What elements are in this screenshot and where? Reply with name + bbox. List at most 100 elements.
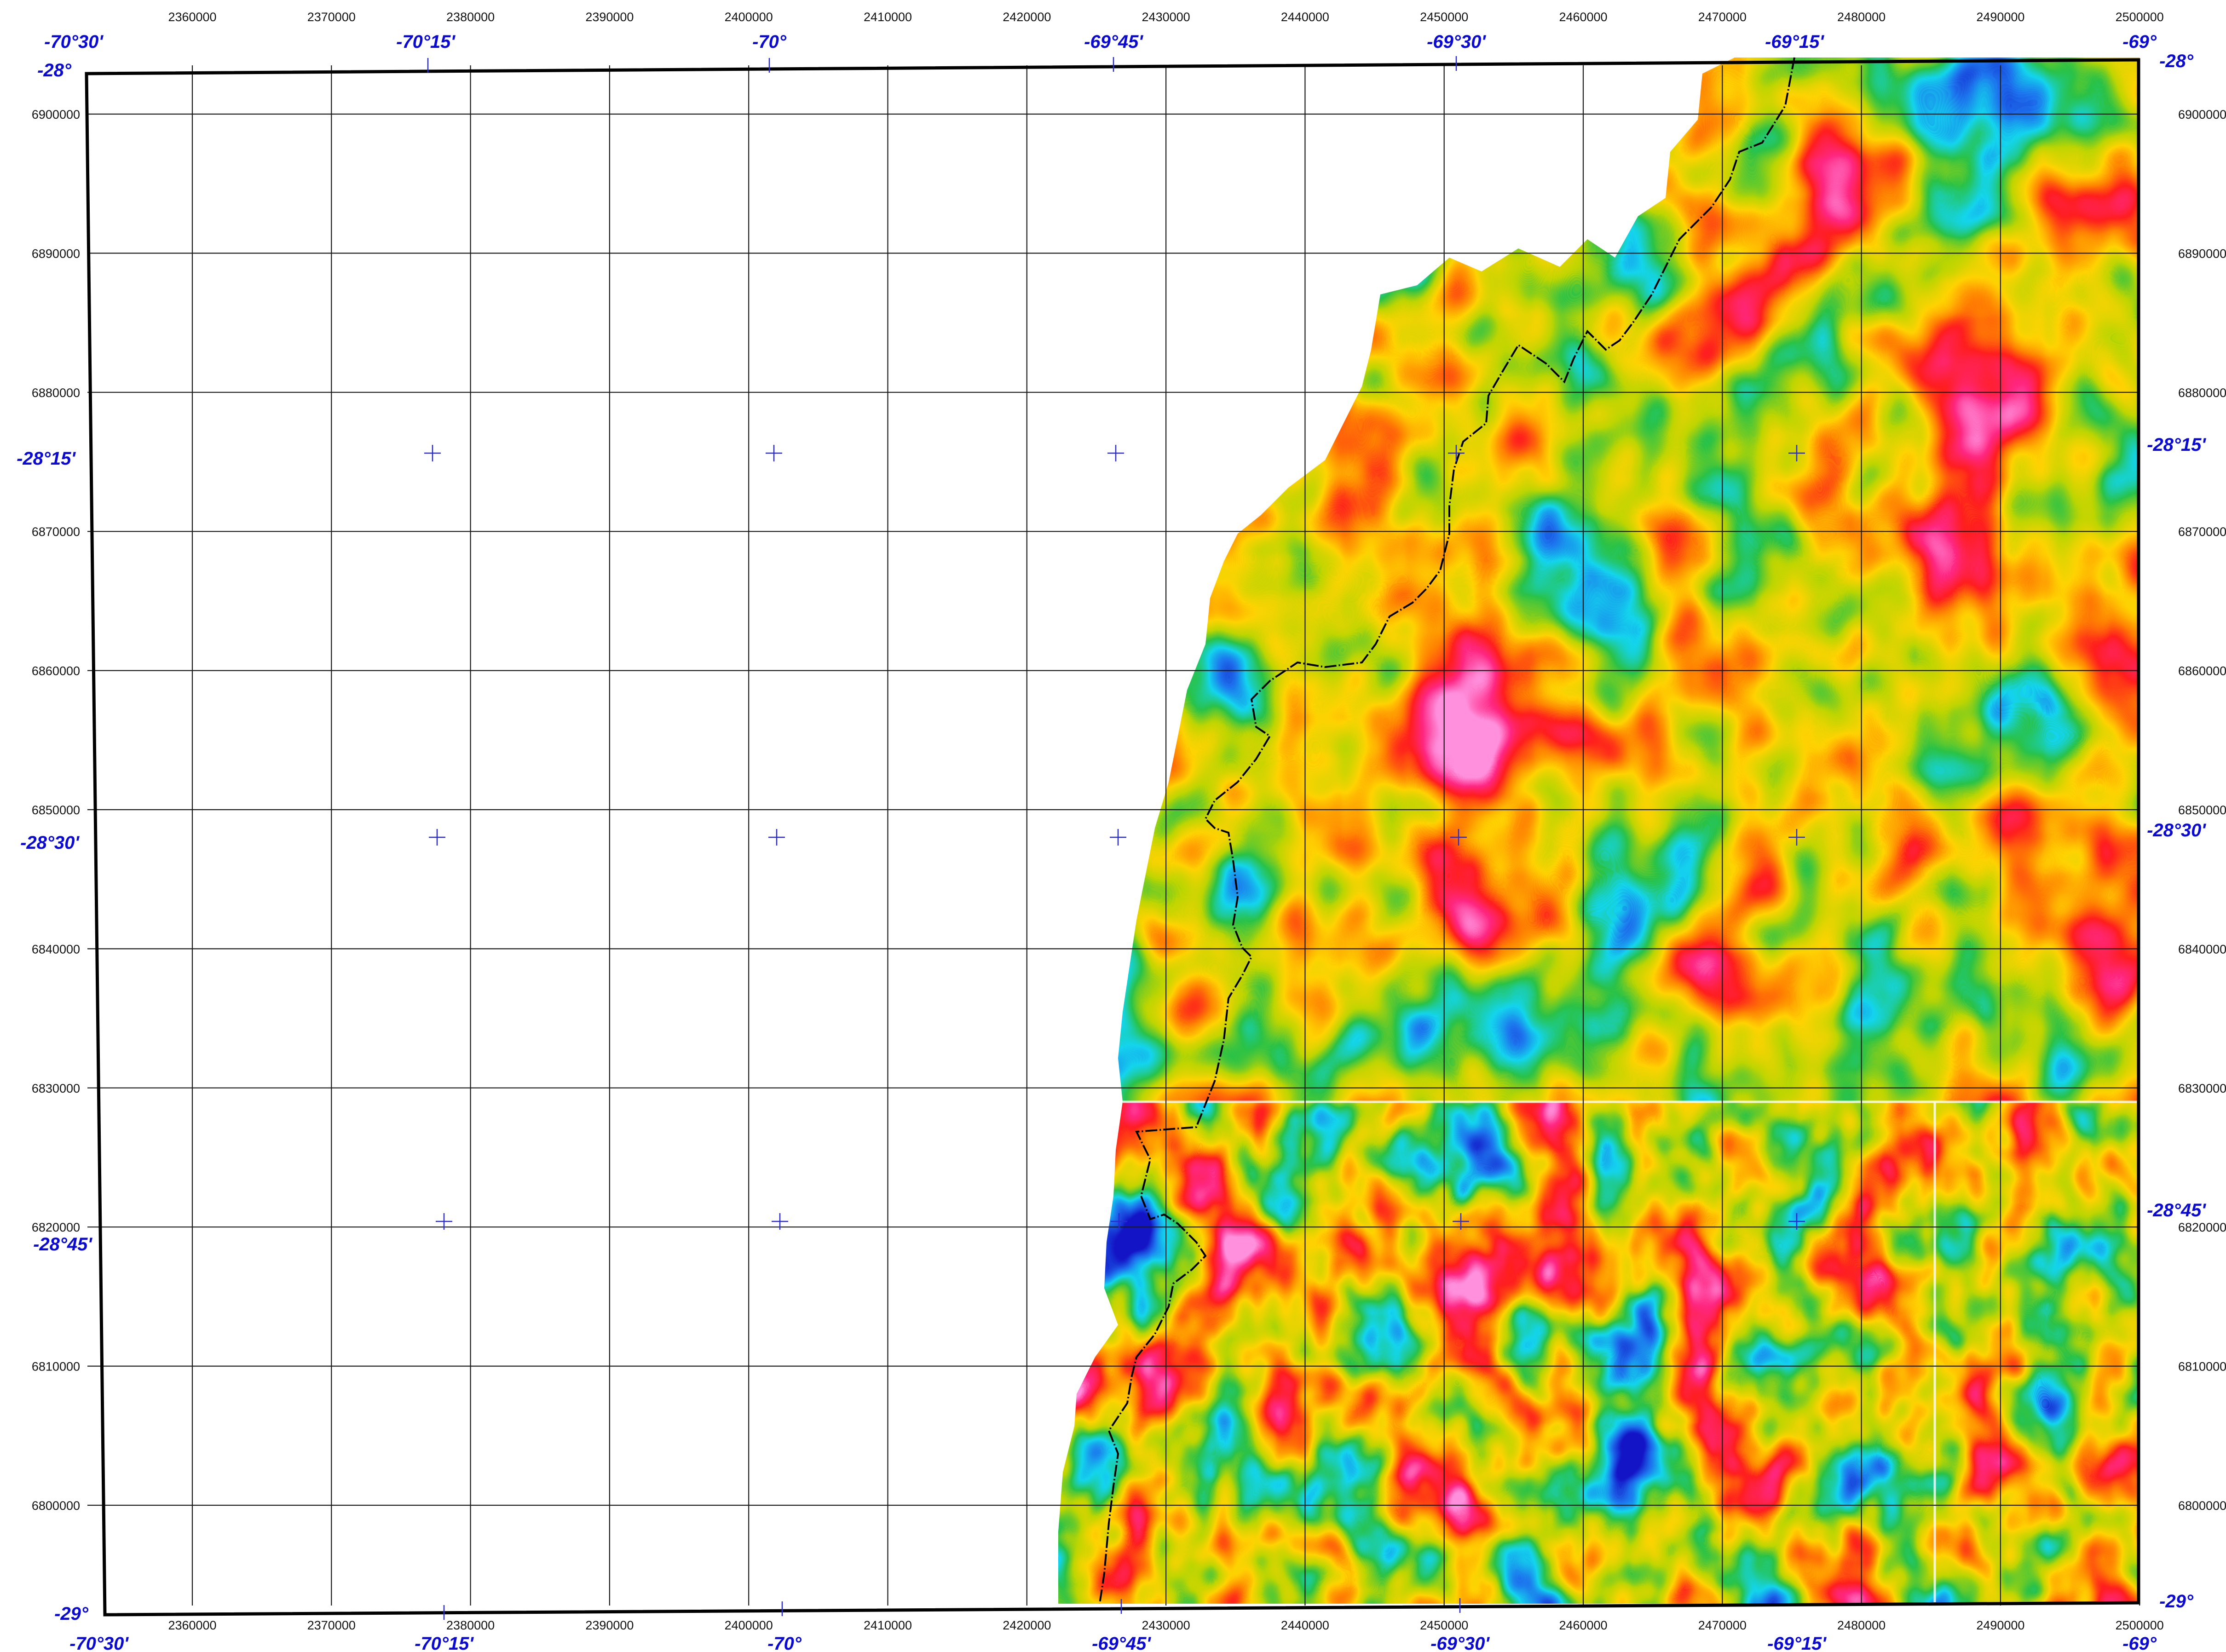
y-tick-label-left: 6810000	[32, 1360, 80, 1374]
latitude-label-right: -29°	[2159, 1591, 2194, 1612]
longitude-label-bottom: -70°	[767, 1634, 802, 1652]
longitude-label-bottom: -69°45'	[1092, 1634, 1151, 1652]
longitude-label-top: -69°15'	[1765, 32, 1824, 52]
x-tick-label-top: 2490000	[1976, 10, 2024, 24]
y-tick-label-right: 6820000	[2178, 1220, 2226, 1234]
graticule-cross	[1450, 829, 1467, 846]
x-tick-label-bottom: 2370000	[307, 1618, 356, 1632]
projected-x-labels: 2360000 2360000 2370000 2370000 2380000 23800…	[168, 10, 2163, 1632]
latitude-label-right: -28°45'	[2147, 1200, 2206, 1220]
x-tick-label-top: 2500000	[2116, 10, 2164, 24]
longitude-label-top: -70°30'	[44, 32, 104, 52]
graticule-cross	[1110, 829, 1126, 846]
y-tick-label-right: 6850000	[2178, 803, 2226, 817]
y-tick-label-left: 6870000	[32, 525, 80, 539]
graticule-cross	[1788, 829, 1805, 846]
x-tick-label-bottom: 2450000	[1420, 1618, 1468, 1632]
latitude-label-right: -28°30'	[2147, 820, 2206, 840]
x-tick-label-top: 2430000	[1142, 10, 1190, 24]
latitude-label-left: -28°15'	[17, 449, 76, 469]
graticule-cross	[429, 829, 445, 846]
longitude-label-bottom: -69°15'	[1767, 1634, 1827, 1652]
longitude-label-top: -69°45'	[1084, 32, 1143, 52]
latitude-label-left: -28°	[37, 60, 72, 81]
latitude-label-left: -28°45'	[33, 1234, 92, 1255]
y-tick-label-right: 6840000	[2178, 942, 2226, 956]
latitude-labels-right: -28° -28°15' -28°30' -28°45' -29°	[2147, 51, 2206, 1612]
longitude-label-top: -69°30'	[1427, 32, 1486, 52]
y-tick-label-right: 6800000	[2178, 1499, 2226, 1513]
longitude-label-bottom: -70°30'	[69, 1634, 129, 1652]
x-tick-label-top: 2370000	[307, 10, 356, 24]
latitude-label-right: -28°	[2159, 51, 2194, 71]
graticule-cross	[772, 1213, 788, 1230]
longitude-label-bottom: -69°	[2122, 1634, 2157, 1652]
graticule-cross	[436, 1213, 452, 1230]
x-tick-label-top: 2400000	[725, 10, 773, 24]
x-tick-label-bottom: 2470000	[1698, 1618, 1747, 1632]
anomaly-raster	[1058, 58, 2139, 1604]
x-tick-label-bottom: 2500000	[2116, 1618, 2164, 1632]
projected-y-labels-left: 6900000 6890000 6880000 6870000 6860000 68500…	[32, 108, 80, 1513]
y-tick-label-right: 6890000	[2178, 247, 2226, 260]
x-tick-label-top: 2450000	[1420, 10, 1468, 24]
y-tick-label-left: 6840000	[32, 942, 80, 956]
y-tick-label-left: 6820000	[32, 1220, 80, 1234]
x-tick-label-bottom: 2440000	[1281, 1618, 1329, 1632]
map-frame	[85, 58, 2140, 1617]
longitude-labels-top: -70°30' -70°15' -70° -69°45' -69°30' -69°15' -…	[44, 32, 2157, 52]
longitude-labels-bottom: -70°30' -70°15' -70° -69°45' -69°30' -69°15' -…	[69, 1634, 2157, 1652]
x-tick-label-top: 2390000	[585, 10, 634, 24]
x-tick-label-bottom: 2390000	[585, 1618, 634, 1632]
y-tick-label-left: 6800000	[32, 1499, 80, 1513]
longitude-label-bottom: -69°30'	[1430, 1634, 1490, 1652]
x-tick-label-bottom: 2360000	[168, 1618, 216, 1632]
y-tick-label-left: 6860000	[32, 664, 80, 678]
x-tick-label-top: 2360000	[168, 10, 216, 24]
longitude-label-top: -70°15'	[396, 32, 456, 52]
x-tick-label-top: 2440000	[1281, 10, 1329, 24]
latitude-label-left: -28°30'	[20, 833, 80, 853]
longitude-label-top: -69°	[2122, 32, 2157, 52]
x-tick-label-top: 2470000	[1698, 10, 1747, 24]
x-tick-label-bottom: 2490000	[1976, 1618, 2024, 1632]
x-tick-label-bottom: 2380000	[446, 1618, 495, 1632]
x-tick-label-top: 2410000	[864, 10, 912, 24]
y-tick-label-left: 6880000	[32, 386, 80, 400]
graticule-cross	[1111, 1213, 1127, 1230]
x-tick-label-top: 2460000	[1559, 10, 1607, 24]
x-tick-label-bottom: 2410000	[864, 1618, 912, 1632]
x-tick-label-bottom: 2420000	[1003, 1618, 1051, 1632]
y-tick-label-left: 6830000	[32, 1082, 80, 1095]
graticule-crosses	[424, 56, 1805, 1620]
graticule-cross	[1453, 1213, 1469, 1230]
x-tick-label-bottom: 2430000	[1142, 1618, 1190, 1632]
x-tick-label-top: 2480000	[1837, 10, 1886, 24]
graticule-cross	[1448, 445, 1465, 461]
border-line	[1099, 57, 1795, 1604]
y-tick-label-right: 6900000	[2178, 108, 2226, 121]
graticule-cross	[1107, 445, 1124, 461]
y-tick-label-left: 6900000	[32, 108, 80, 121]
projected-y-labels-right: 6900000 6890000 6880000 6870000 6860000 68500…	[2178, 108, 2226, 1513]
graticule-cross	[768, 829, 785, 846]
y-tick-label-right: 6870000	[2178, 525, 2226, 539]
y-tick-label-left: 6890000	[32, 247, 80, 260]
longitude-label-bottom: -70°15'	[415, 1634, 474, 1652]
graticule-cross	[1788, 445, 1805, 461]
x-tick-label-bottom: 2480000	[1837, 1618, 1886, 1632]
latitude-label-left: -29°	[54, 1604, 89, 1624]
longitude-label-top: -70°	[752, 32, 787, 52]
x-tick-label-top: 2420000	[1003, 10, 1051, 24]
latitude-labels-left: -28° -28°15' -28°30' -28°45' -29°	[17, 60, 92, 1624]
graticule-cross	[1788, 1213, 1805, 1230]
y-tick-label-right: 6880000	[2178, 386, 2226, 400]
y-tick-label-right: 6860000	[2178, 664, 2226, 678]
latitude-label-right: -28°15'	[2147, 435, 2206, 455]
x-tick-label-bottom: 2400000	[725, 1618, 773, 1632]
y-tick-label-right: 6830000	[2178, 1082, 2226, 1095]
x-tick-label-bottom: 2460000	[1559, 1618, 1607, 1632]
y-tick-label-left: 6850000	[32, 803, 80, 817]
graticule-cross	[424, 445, 441, 461]
